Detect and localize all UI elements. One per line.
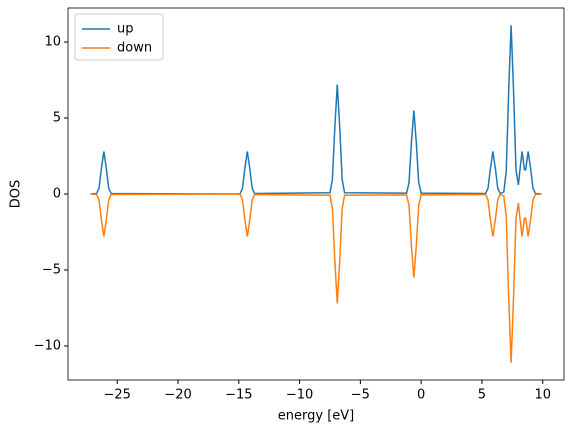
x-tick-label: −25 [104, 388, 131, 403]
y-tick-label: −10 [34, 338, 61, 353]
x-tick-label: −20 [164, 388, 191, 403]
y-tick-label: 0 [53, 187, 61, 202]
series-line [90, 193, 542, 363]
x-tick-label: −15 [225, 388, 252, 403]
x-tick-label: 5 [478, 388, 486, 403]
legend-label: up [117, 22, 134, 37]
y-axis-label: DOS [9, 180, 24, 209]
x-tick-label: −10 [286, 388, 313, 403]
legend-label: down [117, 41, 152, 56]
x-tick-label: 10 [534, 388, 551, 403]
y-tick-label: −5 [42, 262, 61, 277]
series-line [90, 25, 542, 195]
plot-frame [67, 7, 565, 381]
x-axis-label: energy [eV] [278, 409, 354, 424]
x-tick-label: −5 [351, 388, 370, 403]
y-tick-label: 5 [53, 111, 61, 126]
x-tick-label: 0 [417, 388, 425, 403]
y-tick-label: 10 [44, 35, 61, 50]
